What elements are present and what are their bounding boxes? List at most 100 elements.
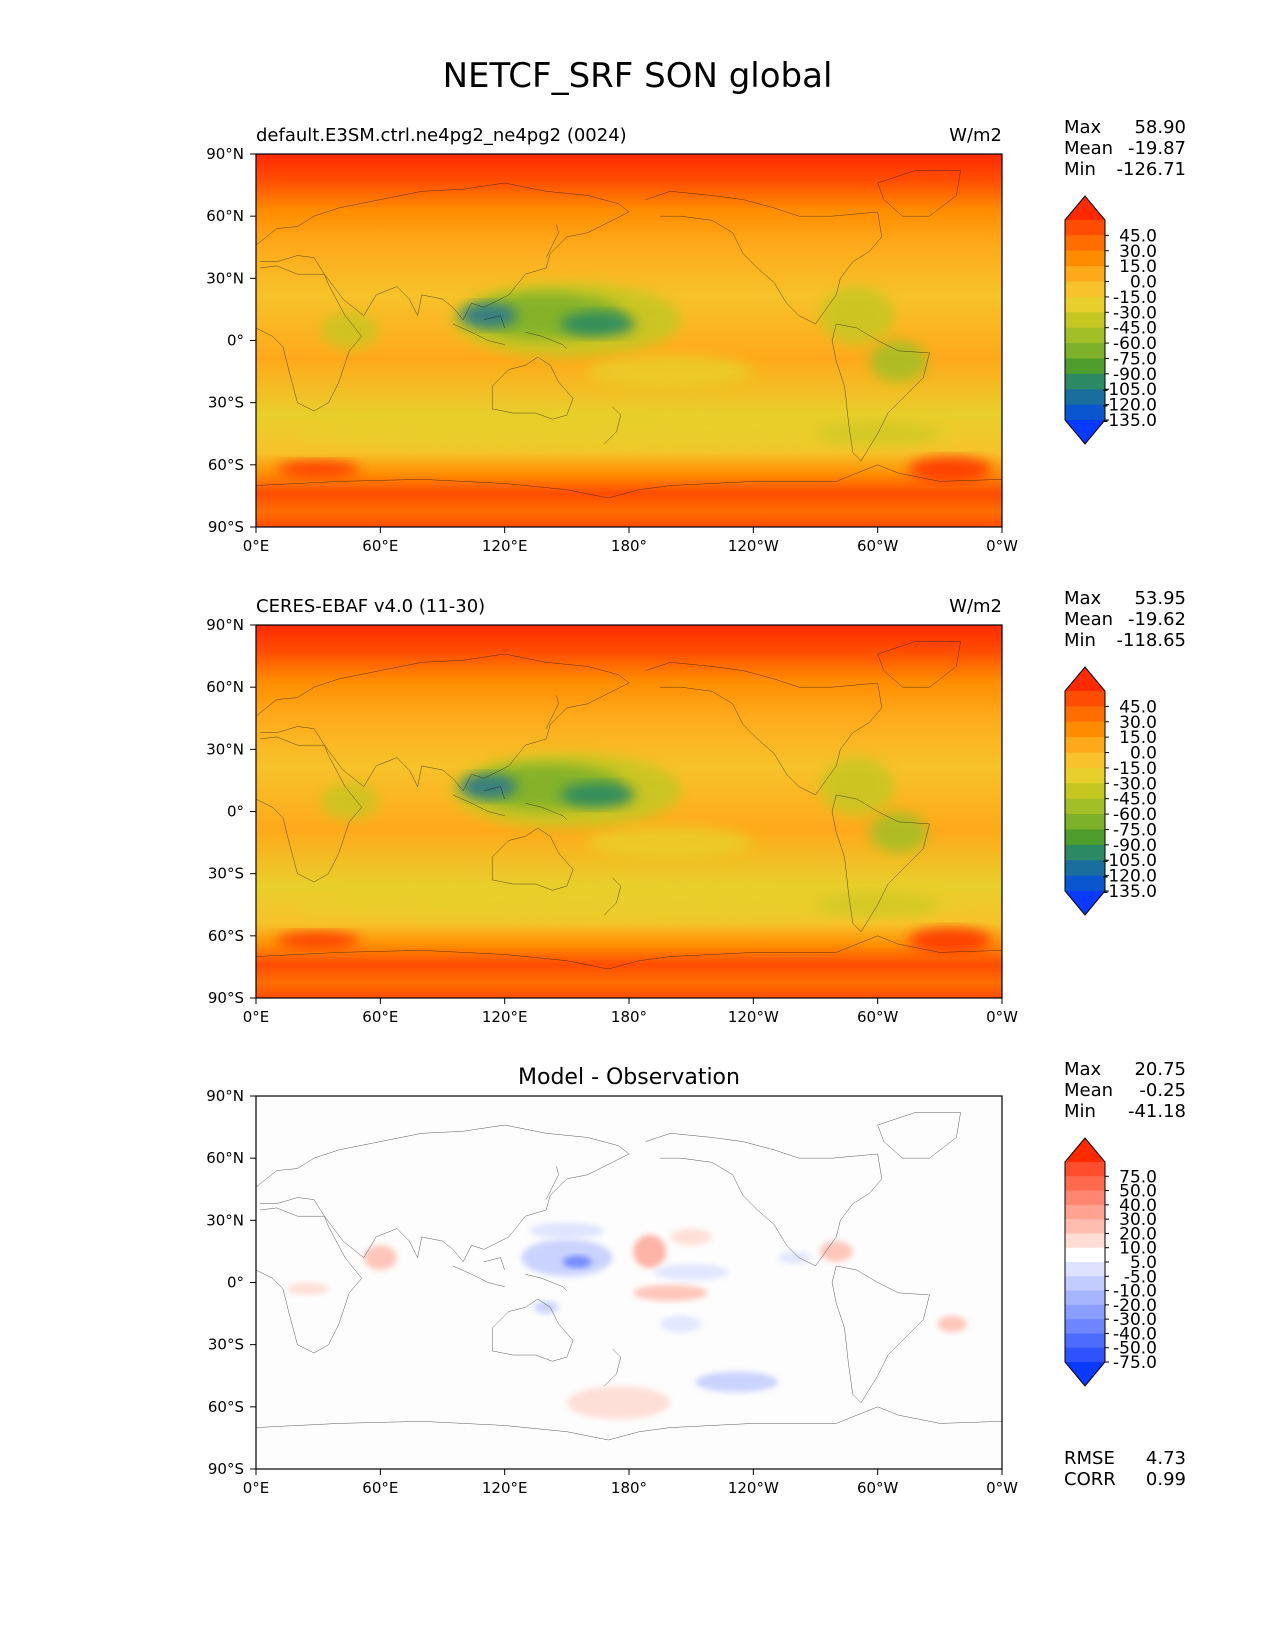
coastline [256,266,362,411]
negative-anomaly-east-pacific [653,1263,729,1281]
map-panel-diff: 90°N 60°N 30°N 0° 30°S 60°S 90°S0°E 60°E 120°E 18… [206,1065,1018,1497]
colorbar-label: -10.0 [1113,1282,1157,1302]
colorbar-segment [1065,1276,1105,1292]
lat-tick-label: 60°N [206,1149,244,1167]
colorbar-segment [1065,281,1105,298]
stat-label: Mean [1064,609,1114,630]
colorbar-segment [1065,312,1105,329]
positive-anomaly-africa [287,1282,329,1295]
lon-tick-label: 0°E [243,537,270,555]
data-field [256,154,1002,527]
map-panel-ref: 90°N 60°N 30°N 0° 30°S 60°S 90°S0°E 60°E 120°E 18… [206,596,1018,1026]
coastline [256,183,629,320]
coastline [604,1349,621,1386]
stats-block-diff: Max 20.75 Mean -0.25 Min -41.18 [1064,1059,1186,1122]
colorbar-segment [1065,250,1105,267]
colorbar-label: -105.0 [1102,380,1157,400]
colorbar-label: -45.0 [1113,319,1157,339]
corr-label: CORR [1064,1469,1116,1490]
positive-anomaly-southern-ocean [566,1386,671,1420]
lon-tick-label: 0°E [243,1479,270,1497]
coastline [484,787,505,799]
data-field [256,1096,1002,1469]
stat-value: 20.75 [1134,1059,1186,1080]
stat-value: 53.95 [1134,588,1186,609]
southern-ocean-band [297,888,961,922]
southern-red-patch-east [908,456,992,482]
positive-anomaly-north-pacific [670,1228,712,1246]
coastline [832,324,929,461]
lat-tick-label: 90°N [206,616,244,634]
positive-anomaly-central-pacific [633,1234,667,1268]
lon-tick-label: 0°W [986,1479,1018,1497]
coastline [256,936,1002,969]
negative-anomaly-east-pacific-north [778,1251,812,1264]
colorbar-label: -40.0 [1113,1324,1157,1344]
coastline [604,407,621,444]
colorbar-label: -135.0 [1102,411,1157,431]
coastline [646,1133,882,1266]
negative-anomaly-australia [533,1301,559,1314]
lon-tick-label: 60°E [362,1479,398,1497]
colorbar-segment [1065,266,1105,283]
colorbar-segment [1065,1333,1105,1349]
central-america-region [819,286,895,345]
colorbar-segment [1065,1162,1105,1177]
southern-red-patch-east [908,927,992,953]
colorbar-segment [1065,1176,1105,1192]
colorbar-segment [1065,1290,1105,1306]
rmse-value: 4.73 [1145,1448,1186,1469]
southern-red-patch [276,931,360,949]
stat-label: Max [1064,588,1102,609]
map-panel-test: 90°N 60°N 30°N 0° 30°S 60°S 90°S0°E 60°E 120°E 18… [206,125,1018,555]
stat-value: -19.62 [1127,609,1186,630]
coastline [484,1258,505,1270]
colorbar-label: -75.0 [1113,1353,1157,1373]
colorbar-test: 45.030.015.00.0-15.0-30.0-45.0-60.0-75.0… [1064,195,1157,445]
colorbar-segment [1065,721,1105,738]
warm-pool-center [560,311,636,337]
colorbar-extend-min [1065,1362,1105,1386]
east-africa-region [320,311,379,349]
lon-tick-label: 0°W [986,1008,1018,1026]
colorbar-label: -120.0 [1102,396,1157,416]
stat-value: -19.87 [1127,138,1186,159]
coastline [492,1299,573,1361]
colorbar-label: 15.0 [1119,728,1157,748]
lat-tick-label: 30°S [208,394,244,412]
maritime-continent-core [459,774,518,800]
colorbar-segment [1065,737,1105,754]
warm-pool-center [560,782,636,808]
panel-units: W/m2 [949,125,1002,146]
stats-block-test: Max 58.90 Mean -19.87 Min -126.71 [1064,117,1186,180]
colorbar-label: -60.0 [1113,805,1157,825]
colorbar-extend-max [1065,196,1105,220]
colorbar-label: -105.0 [1102,851,1157,871]
stat-label: Mean [1064,138,1114,159]
colorbar-label: 50.0 [1119,1182,1157,1202]
panel-units: W/m2 [949,596,1002,617]
colorbar-segment [1065,1304,1105,1320]
lat-tick-label: 90°N [206,1087,244,1105]
colorbar-segment [1065,1347,1105,1363]
coastline [832,795,929,932]
colorbar-diff: 75.050.040.030.020.010.05.0-5.0-10.0-20.… [1064,1137,1157,1387]
central-america-region [819,757,895,816]
lat-tick-label: 90°S [208,1460,244,1478]
lat-tick-label: 90°N [206,145,244,163]
east-africa-region [320,782,379,820]
colorbar-segment [1065,691,1105,707]
colorbar-label: 0.0 [1130,744,1157,764]
colorbar-label: 5.0 [1130,1253,1157,1273]
colorbar-label: 30.0 [1119,713,1157,733]
coastline [878,1113,961,1159]
panel-left-title: default.E3SM.ctrl.ne4pg2_ne4pg2 (0024) [256,125,627,146]
coastline [546,224,558,257]
lon-tick-label: 0°W [986,537,1018,555]
error-stats-block: RMSE 4.73 CORR 0.99 [1064,1448,1186,1490]
colorbar-extend-min [1065,891,1105,915]
colorbar-segment [1065,1319,1105,1334]
coastline [256,1125,629,1262]
coastline [492,357,573,419]
coastline [256,737,362,882]
